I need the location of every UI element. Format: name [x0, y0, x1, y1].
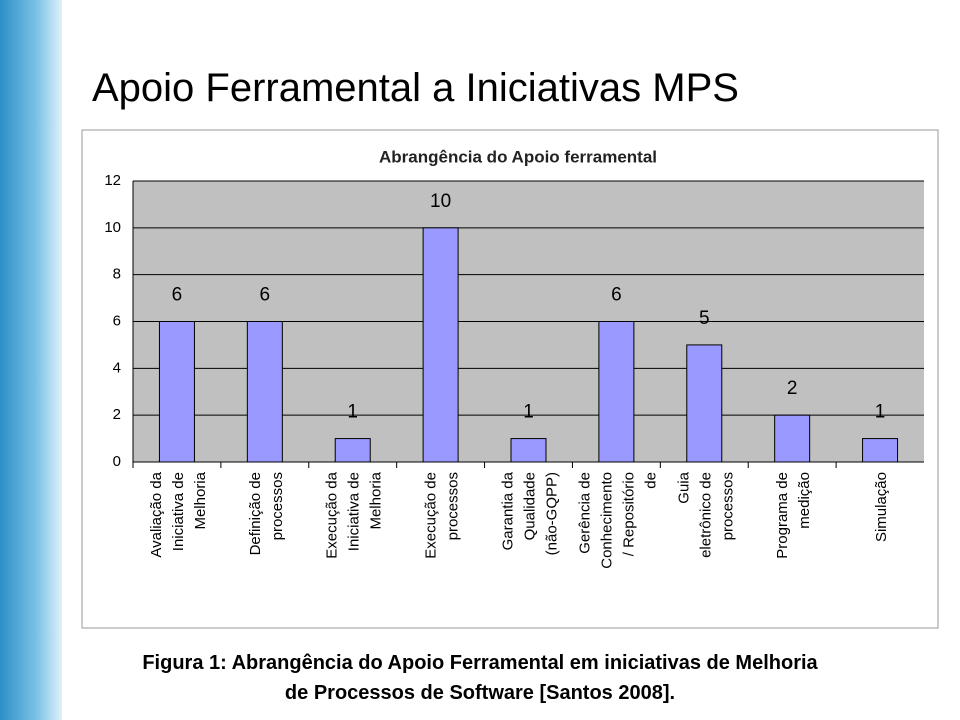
- x-tick-label: Programa de: [774, 472, 791, 559]
- x-tick-label: Simulação: [873, 472, 890, 542]
- caption-line: de Processos de Software [Santos 2008].: [284, 682, 676, 704]
- x-tick-label: Guia: [675, 471, 692, 503]
- x-tick-label: Avaliação da: [148, 471, 165, 557]
- x-tick-label: medição: [796, 472, 813, 529]
- x-tick-label: processos: [719, 472, 736, 540]
- slide-title: Apoio Ferramental a Iniciativas MPS: [92, 66, 739, 110]
- y-tick-label: 4: [113, 359, 121, 376]
- x-tick-label: (não-GQPP): [544, 472, 561, 555]
- y-tick-label: 8: [113, 266, 121, 283]
- x-tick-label: Iniciativa de: [170, 472, 187, 551]
- bar: [686, 344, 723, 463]
- x-tick-label: processos: [445, 472, 462, 540]
- x-tick-label: Execução da: [324, 471, 341, 558]
- x-tick-label: Gerência de: [576, 472, 593, 554]
- x-tick-label: Definição de: [247, 472, 264, 555]
- x-tick-label: Execução de: [423, 472, 440, 559]
- caption-line: Figura 1: Abrangência do Apoio Ferrament…: [142, 652, 818, 674]
- data-label: 1: [875, 402, 886, 423]
- x-tick-label: Conhecimento: [598, 472, 615, 569]
- data-label: 1: [347, 402, 358, 423]
- data-label: 10: [430, 191, 451, 212]
- x-tick-label: processos: [269, 472, 286, 540]
- x-tick-label: eletrônico de: [697, 472, 714, 558]
- decor-stripe: [0, 0, 62, 720]
- x-tick-label: Melhoria: [192, 471, 209, 529]
- bar: [510, 438, 547, 463]
- x-tick-label: Qualidade: [522, 472, 539, 540]
- bar: [422, 227, 459, 463]
- bar: [246, 321, 283, 463]
- y-tick-label: 2: [113, 406, 121, 423]
- chart-title: Abrangência do Apoio ferramental: [379, 147, 657, 166]
- bar: [334, 438, 371, 463]
- bar: [862, 438, 899, 463]
- y-tick-label: 10: [104, 219, 121, 236]
- x-tick-label: de: [642, 472, 659, 489]
- x-tick-label: Garantia da: [500, 471, 517, 550]
- y-tick-label: 12: [104, 172, 121, 189]
- data-label: 2: [787, 378, 798, 399]
- y-tick-label: 6: [113, 312, 121, 329]
- data-label: 1: [523, 402, 534, 423]
- data-label: 5: [699, 308, 710, 329]
- x-tick-label: / Repositório: [620, 472, 637, 556]
- y-tick-label: 0: [113, 453, 121, 470]
- data-label: 6: [260, 285, 271, 306]
- bar: [598, 321, 635, 463]
- data-label: 6: [172, 285, 183, 306]
- bar: [158, 321, 195, 463]
- x-tick-label: Iniciativa de: [346, 472, 363, 551]
- bar: [774, 414, 811, 463]
- x-tick-label: Melhoria: [368, 471, 385, 529]
- data-label: 6: [611, 285, 622, 306]
